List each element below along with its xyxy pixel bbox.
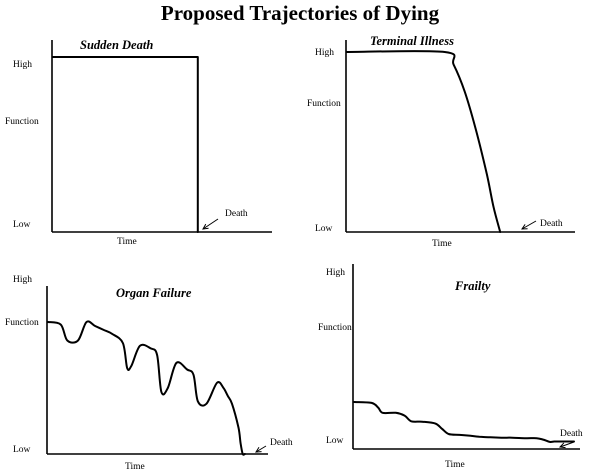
- terminal-illness-death-label: Death: [540, 219, 563, 229]
- frailty-tick-high: High: [326, 268, 345, 278]
- organ-failure-trajectory-line: [47, 320, 246, 456]
- frailty-tick-low: Low: [326, 436, 344, 446]
- terminal-illness-ylabel: Function: [307, 99, 341, 109]
- terminal-illness-death-arrow: [521, 220, 537, 230]
- panel-frailty: Frailty High Function Low Time Death: [318, 264, 583, 470]
- frailty-death-label: Death: [560, 429, 583, 439]
- frailty-ylabel: Function: [318, 323, 352, 333]
- frailty-death-arrowhead: [558, 442, 566, 449]
- sudden-death-xlabel: Time: [117, 237, 137, 247]
- organ-failure-death-label: Death: [270, 438, 293, 448]
- panels: Sudden DeathHighFunctionLowTimeDeathTerm…: [5, 34, 583, 471]
- terminal-illness-tick-high: High: [315, 48, 334, 58]
- sudden-death-ylabel: Function: [5, 117, 39, 127]
- sudden-death-tick-low: Low: [13, 220, 31, 230]
- sudden-death-title: Sudden Death: [80, 38, 153, 52]
- terminal-illness-tick-low: Low: [315, 224, 333, 234]
- terminal-illness-death-arrowhead: [521, 224, 528, 230]
- terminal-illness-xlabel: Time: [432, 239, 452, 249]
- frailty-title: Frailty: [454, 279, 491, 293]
- frailty-death-arrow: [559, 441, 575, 448]
- frailty-trajectory-line: [353, 401, 575, 444]
- sudden-death-death-arrowhead: [202, 223, 209, 230]
- sudden-death-death-label: Death: [225, 209, 248, 219]
- panel-sudden-death: Sudden Death High Function Low Time Death: [5, 38, 272, 247]
- frailty-xlabel: Time: [445, 460, 465, 470]
- panel-organ-failure: Organ Failure High Function Low Time Death: [5, 275, 293, 471]
- organ-failure-death-arrowhead: [255, 447, 262, 453]
- organ-failure-xlabel: Time: [125, 462, 145, 471]
- organ-failure-ylabel: Function: [5, 318, 39, 328]
- organ-failure-title: Organ Failure: [116, 286, 192, 300]
- terminal-illness-title: Terminal Illness: [370, 34, 454, 48]
- sudden-death-tick-high: High: [13, 60, 32, 70]
- figure-title: Proposed Trajectories of Dying: [161, 1, 440, 25]
- sudden-death-trajectory-line: [52, 56, 199, 233]
- panel-terminal-illness: Terminal Illness High Function Low Time Death: [307, 34, 575, 249]
- organ-failure-death-arrow: [255, 445, 267, 453]
- terminal-illness-trajectory-line: [346, 50, 502, 233]
- organ-failure-tick-high: High: [13, 275, 32, 285]
- organ-failure-tick-low: Low: [13, 445, 31, 455]
- sudden-death-death-arrow: [202, 218, 219, 230]
